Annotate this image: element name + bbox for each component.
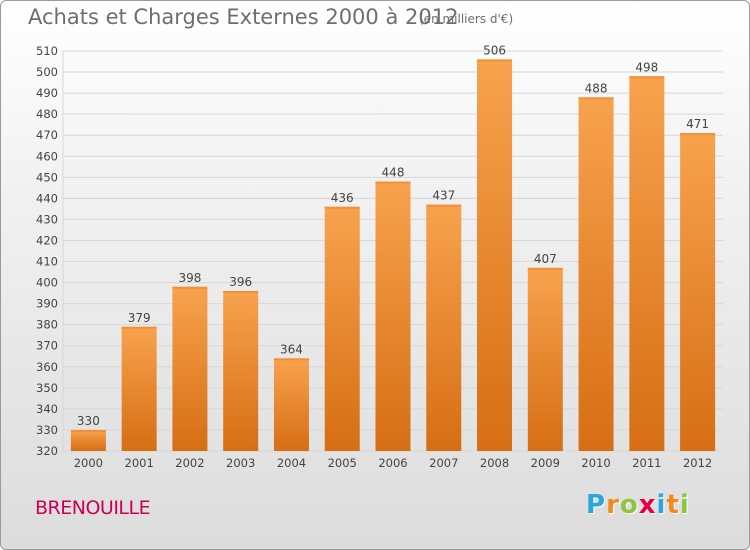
- y-tick-label: 390: [36, 297, 58, 311]
- value-label-2006: 448: [382, 166, 405, 180]
- bar-top-edge: [324, 206, 360, 209]
- y-tick-label: 330: [36, 423, 58, 437]
- x-axis-tick-labels: 2000 2001 2002 2003 2004 2005 2006 2007 2008 2009…: [74, 456, 713, 470]
- chart-title: Achats et Charges Externes 2000 à 2012: [28, 5, 459, 29]
- bar-top-edge: [223, 291, 259, 293]
- logo-letter: t: [666, 490, 680, 520]
- y-tick-label: 380: [36, 318, 58, 332]
- x-tick-label-2006: 2006: [378, 456, 407, 470]
- y-tick-label: 370: [36, 339, 58, 353]
- x-tick-label-2002: 2002: [175, 456, 204, 470]
- x-tick-label-2007: 2007: [429, 456, 458, 470]
- y-tick-label: 340: [36, 402, 58, 416]
- value-label-2005: 436: [331, 191, 354, 205]
- x-tick-label-2008: 2008: [480, 456, 509, 470]
- y-tick-label: 440: [36, 191, 58, 205]
- value-labels: 330 379 398 396 364 436 448 437 506 407 488 498 471: [77, 43, 709, 428]
- value-label-2002: 398: [178, 271, 201, 285]
- y-tick-label: 500: [36, 65, 58, 79]
- bar-2010: [578, 97, 614, 451]
- x-tick-label-2000: 2000: [74, 456, 103, 470]
- x-tick-label-2001: 2001: [125, 456, 154, 470]
- logo-letter: x: [638, 490, 657, 520]
- y-tick-label: 360: [36, 360, 58, 374]
- bar-top-edge: [426, 204, 462, 207]
- logo-letter: i: [656, 490, 667, 520]
- bar-2000: [70, 429, 106, 451]
- bar-2012: [680, 133, 716, 451]
- commune-name: BRENOUILLE: [35, 497, 151, 519]
- bar-top-edge: [121, 326, 157, 329]
- y-tick-label: 400: [36, 276, 58, 290]
- x-tick-label-2005: 2005: [328, 456, 357, 470]
- bar-2001: [121, 326, 157, 451]
- x-tick-label-2012: 2012: [683, 456, 712, 470]
- proxiti-logo[interactable]: Proxiti: [586, 490, 690, 520]
- logo-letter: P: [586, 490, 607, 520]
- bar-2006: [375, 181, 411, 452]
- y-axis-tick-labels: 320 330 340 350 360 370 380 390 400 410 420 430 440 4…: [36, 44, 58, 458]
- y-tick-label: 480: [36, 107, 58, 121]
- bar-2005: [324, 206, 360, 451]
- y-tick-label: 460: [36, 149, 58, 163]
- bar-2011: [629, 76, 665, 452]
- bar-top-edge: [172, 286, 208, 289]
- bar-top-edge: [70, 429, 106, 432]
- value-label-2012: 471: [686, 117, 709, 131]
- logo-letter: i: [679, 490, 690, 520]
- value-label-2007: 437: [432, 189, 455, 203]
- y-tick-label: 470: [36, 128, 58, 142]
- logo-letter: o: [619, 490, 639, 520]
- chart-unit: (en milliers d'€): [419, 12, 514, 26]
- y-tick-label: 410: [36, 255, 58, 269]
- value-label-2009: 407: [534, 252, 557, 266]
- bar-2004: [273, 358, 309, 451]
- bar-top-edge: [578, 97, 614, 100]
- value-label-2011: 498: [635, 60, 658, 74]
- value-label-2001: 379: [128, 311, 151, 325]
- logo-letter: r: [606, 490, 620, 520]
- y-tick-label: 510: [36, 44, 58, 58]
- bar-2007: [426, 204, 462, 451]
- bar-top-edge: [527, 267, 563, 270]
- x-tick-label-2009: 2009: [531, 456, 560, 470]
- value-label-2008: 506: [483, 43, 506, 57]
- bar-2009: [527, 267, 563, 451]
- y-tick-label: 420: [36, 233, 58, 247]
- y-tick-label: 320: [36, 444, 58, 458]
- bars: [70, 59, 716, 452]
- y-tick-label: 450: [36, 170, 58, 184]
- y-tick-label: 350: [36, 381, 58, 395]
- bar-top-edge: [477, 59, 513, 62]
- x-tick-label-2004: 2004: [277, 456, 306, 470]
- value-label-2000: 330: [77, 414, 100, 428]
- value-label-2003: 396: [229, 275, 252, 289]
- bar-2008: [477, 59, 513, 451]
- y-tick-label: 490: [36, 86, 58, 100]
- value-label-2010: 488: [585, 81, 608, 95]
- bar-top-edge: [629, 76, 665, 79]
- value-label-2004: 364: [280, 342, 303, 356]
- bar-top-edge: [680, 133, 716, 136]
- bar-top-edge: [375, 181, 411, 184]
- bar-top-edge: [273, 358, 309, 361]
- bar-2002: [172, 286, 208, 451]
- bar-2003: [223, 291, 259, 451]
- y-tick-label: 430: [36, 212, 58, 226]
- x-tick-label-2011: 2011: [632, 456, 661, 470]
- x-tick-label-2010: 2010: [581, 456, 610, 470]
- x-tick-label-2003: 2003: [226, 456, 255, 470]
